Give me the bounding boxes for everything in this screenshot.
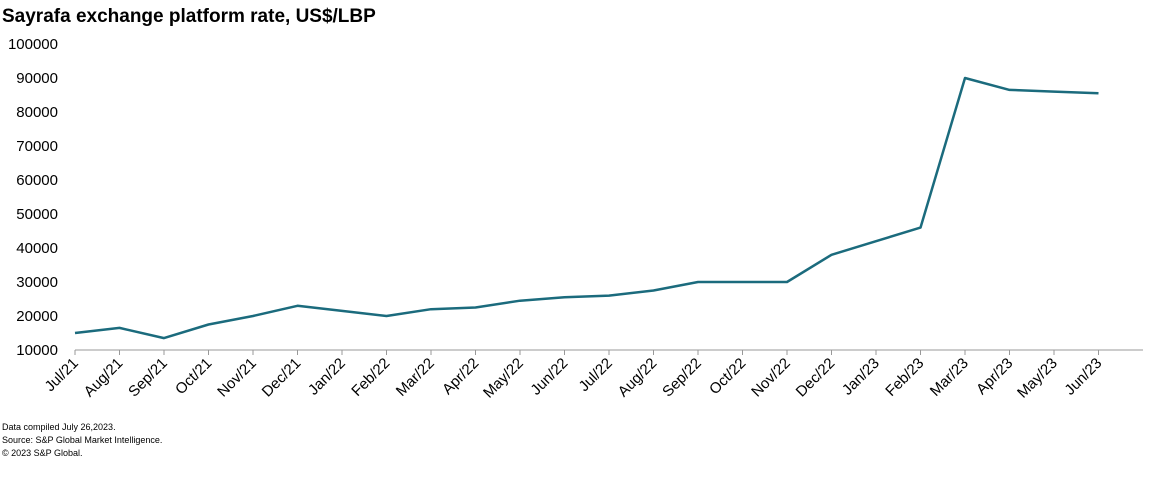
x-tick-label: Nov/21 — [214, 355, 260, 401]
y-tick-label: 70000 — [16, 138, 58, 155]
x-tick-label: Feb/22 — [348, 355, 393, 400]
x-tick-label: Jul/22 — [576, 355, 616, 395]
note: Source: S&P Global Market Intelligence. — [2, 435, 162, 445]
x-tick-label: Mar/23 — [927, 355, 972, 400]
x-tick-label: Nov/22 — [748, 355, 794, 401]
x-tick-label: Aug/22 — [615, 355, 661, 401]
note: © 2023 S&P Global. — [2, 448, 83, 458]
x-tick-label: Sep/22 — [659, 355, 705, 401]
x-tick-label: Jun/22 — [527, 355, 571, 399]
x-tick-label: Apr/22 — [439, 355, 482, 398]
x-tick-label: Dec/22 — [793, 355, 839, 401]
x-tick-label: May/23 — [1014, 355, 1061, 402]
y-tick-label: 30000 — [16, 274, 58, 291]
x-tick-label: Mar/22 — [393, 355, 438, 400]
x-tick-label: Aug/21 — [81, 355, 127, 401]
y-tick-label: 10000 — [16, 342, 58, 359]
y-tick-label: 100000 — [8, 36, 58, 53]
x-tick-label: Oct/22 — [706, 355, 749, 398]
y-tick-label: 60000 — [16, 172, 58, 189]
y-tick-label: 20000 — [16, 308, 58, 325]
y-tick-label: 40000 — [16, 240, 58, 257]
y-tick-label: 80000 — [16, 104, 58, 121]
x-tick-label: Jan/22 — [305, 355, 349, 399]
x-tick-label: Jul/21 — [42, 355, 82, 395]
chart-title: Sayrafa exchange platform rate, US$/LBP — [2, 6, 376, 27]
note: Data compiled July 26,2023. — [2, 422, 116, 432]
line — [74, 76, 1099, 340]
y-tick-label: 50000 — [16, 206, 58, 223]
y-tick-label: 90000 — [16, 70, 58, 87]
x-tick-label: Oct/21 — [172, 355, 215, 398]
x-tick-label: Apr/23 — [973, 355, 1016, 398]
x-tick-label: Jun/23 — [1061, 355, 1105, 399]
x-tick-label: Sep/21 — [125, 355, 171, 401]
x-tick-label: Dec/21 — [259, 355, 305, 401]
x-tick-label: May/22 — [480, 355, 527, 402]
x-tick-label: Feb/23 — [882, 355, 927, 400]
x-tick-label: Jan/23 — [839, 355, 883, 399]
